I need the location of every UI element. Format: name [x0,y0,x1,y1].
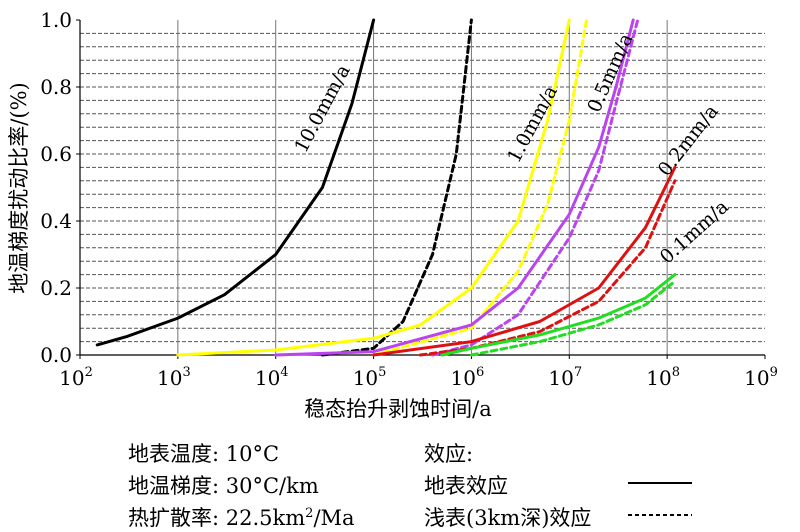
x-tick-label: 109 [744,365,778,390]
x-tick-label: 104 [255,365,289,390]
y-tick-label: 0.4 [40,209,72,233]
shallow-effect-legend: 浅表(3km深)效应 [424,506,592,530]
surface-effect-swatch [628,482,692,484]
gradient-note: 地温梯度: 30°C/km [128,474,319,498]
x-axis-label: 稳态抬升剥蚀时间/a [304,397,492,421]
series-label: 10.0mm/a [290,61,355,156]
data-series [95,18,677,357]
diffusivity-suffix: /Ma [313,506,355,530]
x-tick-label: 105 [353,365,387,390]
y-tick-label: 0.8 [40,75,72,99]
x-tick-label: 103 [157,365,191,390]
y-tick-label: 1.0 [40,8,72,32]
x-tick-label: 108 [646,365,680,390]
y-tick-label: 0.6 [40,142,72,166]
series-line-0.5mma-shallow [431,18,640,357]
x-tick-label: 107 [548,365,582,390]
grid-lines [80,20,765,355]
surface-temp-note: 地表温度: 10°C [128,442,280,466]
tick-labels: 0.0 0.2 0.4 0.6 0.8 1.0 102 103 104 105 106 107 108 1… [40,8,778,390]
series-line-0.2mma-surface [372,165,677,357]
axes [76,19,766,359]
effect-header: 效应: [424,442,474,466]
series-line-0.1mma-surface [440,273,677,357]
series-line-10.0mma-surface [95,18,376,347]
series-line-0.5mma-surface [274,18,635,357]
shallow-effect-swatch [628,514,692,516]
x-tick-label: 106 [451,365,485,390]
surface-effect-legend: 地表效应 [424,474,508,498]
y-tick-label: 0.0 [40,343,72,367]
x-tick-label: 102 [59,365,93,390]
y-axis-label: 地温梯度扰动比率/(%) [7,82,31,293]
parameter-notes: 地表温度: 10°C 地温梯度: 30°C/km 热扩散率: 22.5km2/M… [128,438,708,532]
diffusivity-sup: 2 [305,506,314,521]
series-line-10.0mma-shallow [320,18,473,357]
diffusivity-prefix: 热扩散率: 22.5km [128,506,306,530]
y-tick-label: 0.2 [40,276,72,300]
diffusivity-note: 热扩散率: 22.5km2/Ma [128,502,355,532]
series-line-0.1mma-shallow [469,279,677,357]
series-line-1.0mma-surface [176,18,571,357]
series-line-1.0mma-shallow [372,18,588,357]
